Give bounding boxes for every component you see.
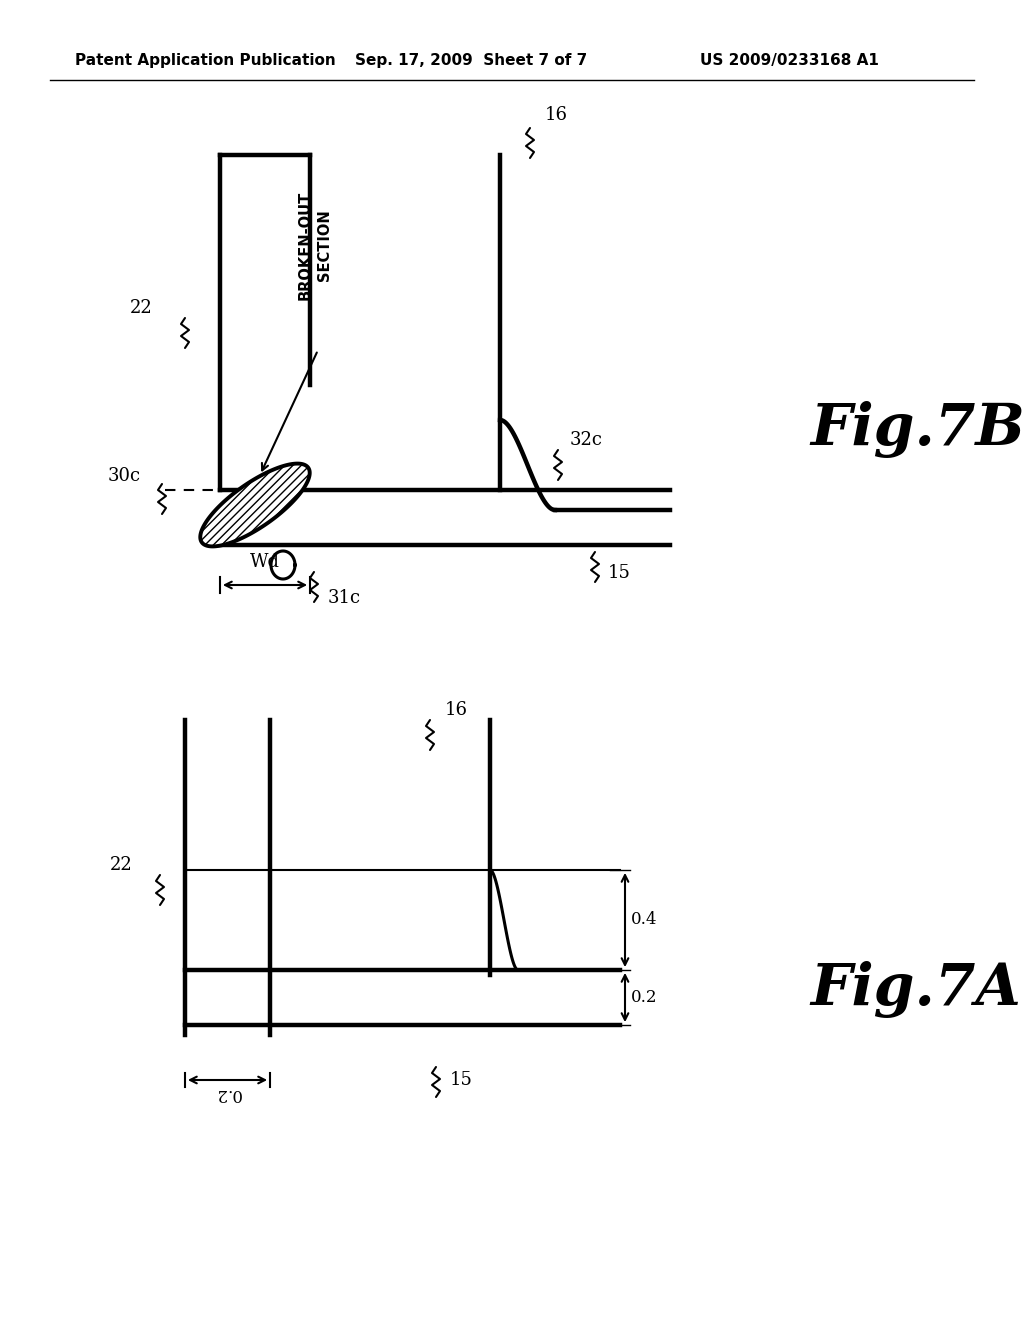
Text: 0.4: 0.4 (631, 912, 657, 928)
Text: Fig.7A: Fig.7A (810, 961, 1021, 1019)
Text: BROKEN-OUT: BROKEN-OUT (298, 190, 312, 300)
Polygon shape (201, 463, 309, 546)
Text: 15: 15 (608, 564, 631, 582)
Text: 22: 22 (130, 300, 153, 317)
Text: 16: 16 (445, 701, 468, 719)
Text: 0.2: 0.2 (214, 1085, 241, 1102)
Polygon shape (271, 550, 295, 579)
Text: 31c: 31c (328, 589, 361, 607)
Text: Patent Application Publication: Patent Application Publication (75, 53, 336, 67)
Text: 16: 16 (545, 106, 568, 124)
Text: 22: 22 (110, 855, 133, 874)
Text: Sep. 17, 2009  Sheet 7 of 7: Sep. 17, 2009 Sheet 7 of 7 (355, 53, 587, 67)
Text: 32c: 32c (570, 432, 603, 449)
Text: US 2009/0233168 A1: US 2009/0233168 A1 (700, 53, 879, 67)
Text: 15: 15 (450, 1071, 473, 1089)
Text: Wd: Wd (250, 553, 280, 572)
Text: SECTION: SECTION (317, 209, 333, 281)
Text: Fig.7B: Fig.7B (810, 401, 1024, 458)
Text: 0.2: 0.2 (631, 989, 657, 1006)
Text: 30c: 30c (108, 467, 141, 484)
